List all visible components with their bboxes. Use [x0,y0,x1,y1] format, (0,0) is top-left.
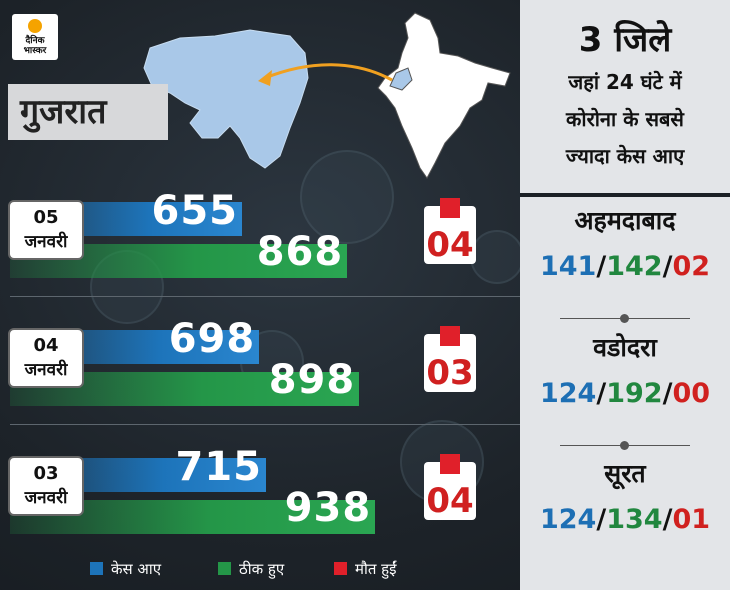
row-divider [10,424,520,425]
date-label: 04 जनवरी [8,328,84,388]
slash: / [662,251,673,282]
panel-title-line4: ज्यादा केस आए [565,144,685,168]
city-name: सूरत [604,459,646,488]
date-label: 05 जनवरी [8,200,84,260]
india-map [377,12,511,179]
virus-decoration [470,230,524,284]
legend-label: ठीक हुए [239,560,285,578]
brand-line1: दैनिक [25,36,45,46]
city-divider-dot [620,314,629,323]
bar-label-cases: 698 [168,316,256,362]
district-panel: 3 जिले जहां 24 घंटे में कोरोना के सबसे ज… [520,0,730,590]
city-divider-dot [620,441,629,450]
date-day: 03 [33,463,59,484]
death-flag-icon [440,198,460,218]
date-month: जनवरी [24,232,68,252]
date-day: 04 [33,335,59,356]
legend-item: केस आए [90,560,161,578]
legend-item: ठीक हुए [218,560,284,578]
city-name: अहमदाबाद [574,206,676,235]
death-flag-icon [440,454,460,474]
bar-label-recovered: 898 [268,357,356,403]
bar-label-recovered: 938 [284,485,372,531]
date-month: जनवरी [24,360,68,380]
panel-title-line1: 3 जिले [578,20,672,60]
panel-title: 3 जिले जहां 24 घंटे में कोरोना के सबसे ज… [520,0,730,190]
row-divider [10,296,520,297]
legend-item: मौत हुईं [334,560,397,578]
slash: / [662,378,673,409]
city-cases: 124 [539,378,597,409]
date-label: 03 जनवरी [8,456,84,516]
legend-swatch [218,562,231,575]
legend-swatch [90,562,103,575]
slash: / [596,378,607,409]
city-cases: 124 [539,504,597,535]
legend-swatch [334,562,347,575]
city-recovered: 134 [606,504,663,535]
death-flag-icon [440,326,460,346]
slash: / [596,251,607,282]
slash: / [596,504,607,535]
panel-separator [520,193,730,197]
city-stats: 124/192/00 [520,378,730,409]
city-deaths: 02 [672,251,711,282]
city-cases: 141 [539,251,597,282]
legend-label: केस आए [111,560,162,578]
date-day: 05 [33,207,59,228]
legend-label: मौत हुईं [355,560,397,578]
maps-illustration [143,12,511,179]
city-recovered: 192 [606,378,663,409]
city-stats: 124/134/01 [520,504,730,535]
bar-label-cases: 715 [175,444,262,490]
city-name: वडोदरा [593,333,657,362]
city-deaths: 01 [672,504,711,535]
brand-logo: दैनिक भास्कर [12,14,58,60]
brand-line2: भास्कर [23,46,47,56]
state-label: गुजरात [8,84,168,140]
slash: / [662,504,673,535]
bar-label-recovered: 868 [256,229,344,275]
sun-icon [28,19,42,33]
gujarat-map [143,29,309,169]
panel-title-line2: जहां 24 घंटे में [568,70,682,94]
panel-title-line3: कोरोना के सबसे [566,107,684,131]
city-recovered: 142 [606,251,663,282]
city-stats: 141/142/02 [520,251,730,282]
virus-decoration [300,150,394,244]
date-month: जनवरी [24,488,68,508]
death-count: 04 [424,462,476,521]
bar-label-cases: 655 [151,188,238,234]
city-deaths: 00 [672,378,711,409]
